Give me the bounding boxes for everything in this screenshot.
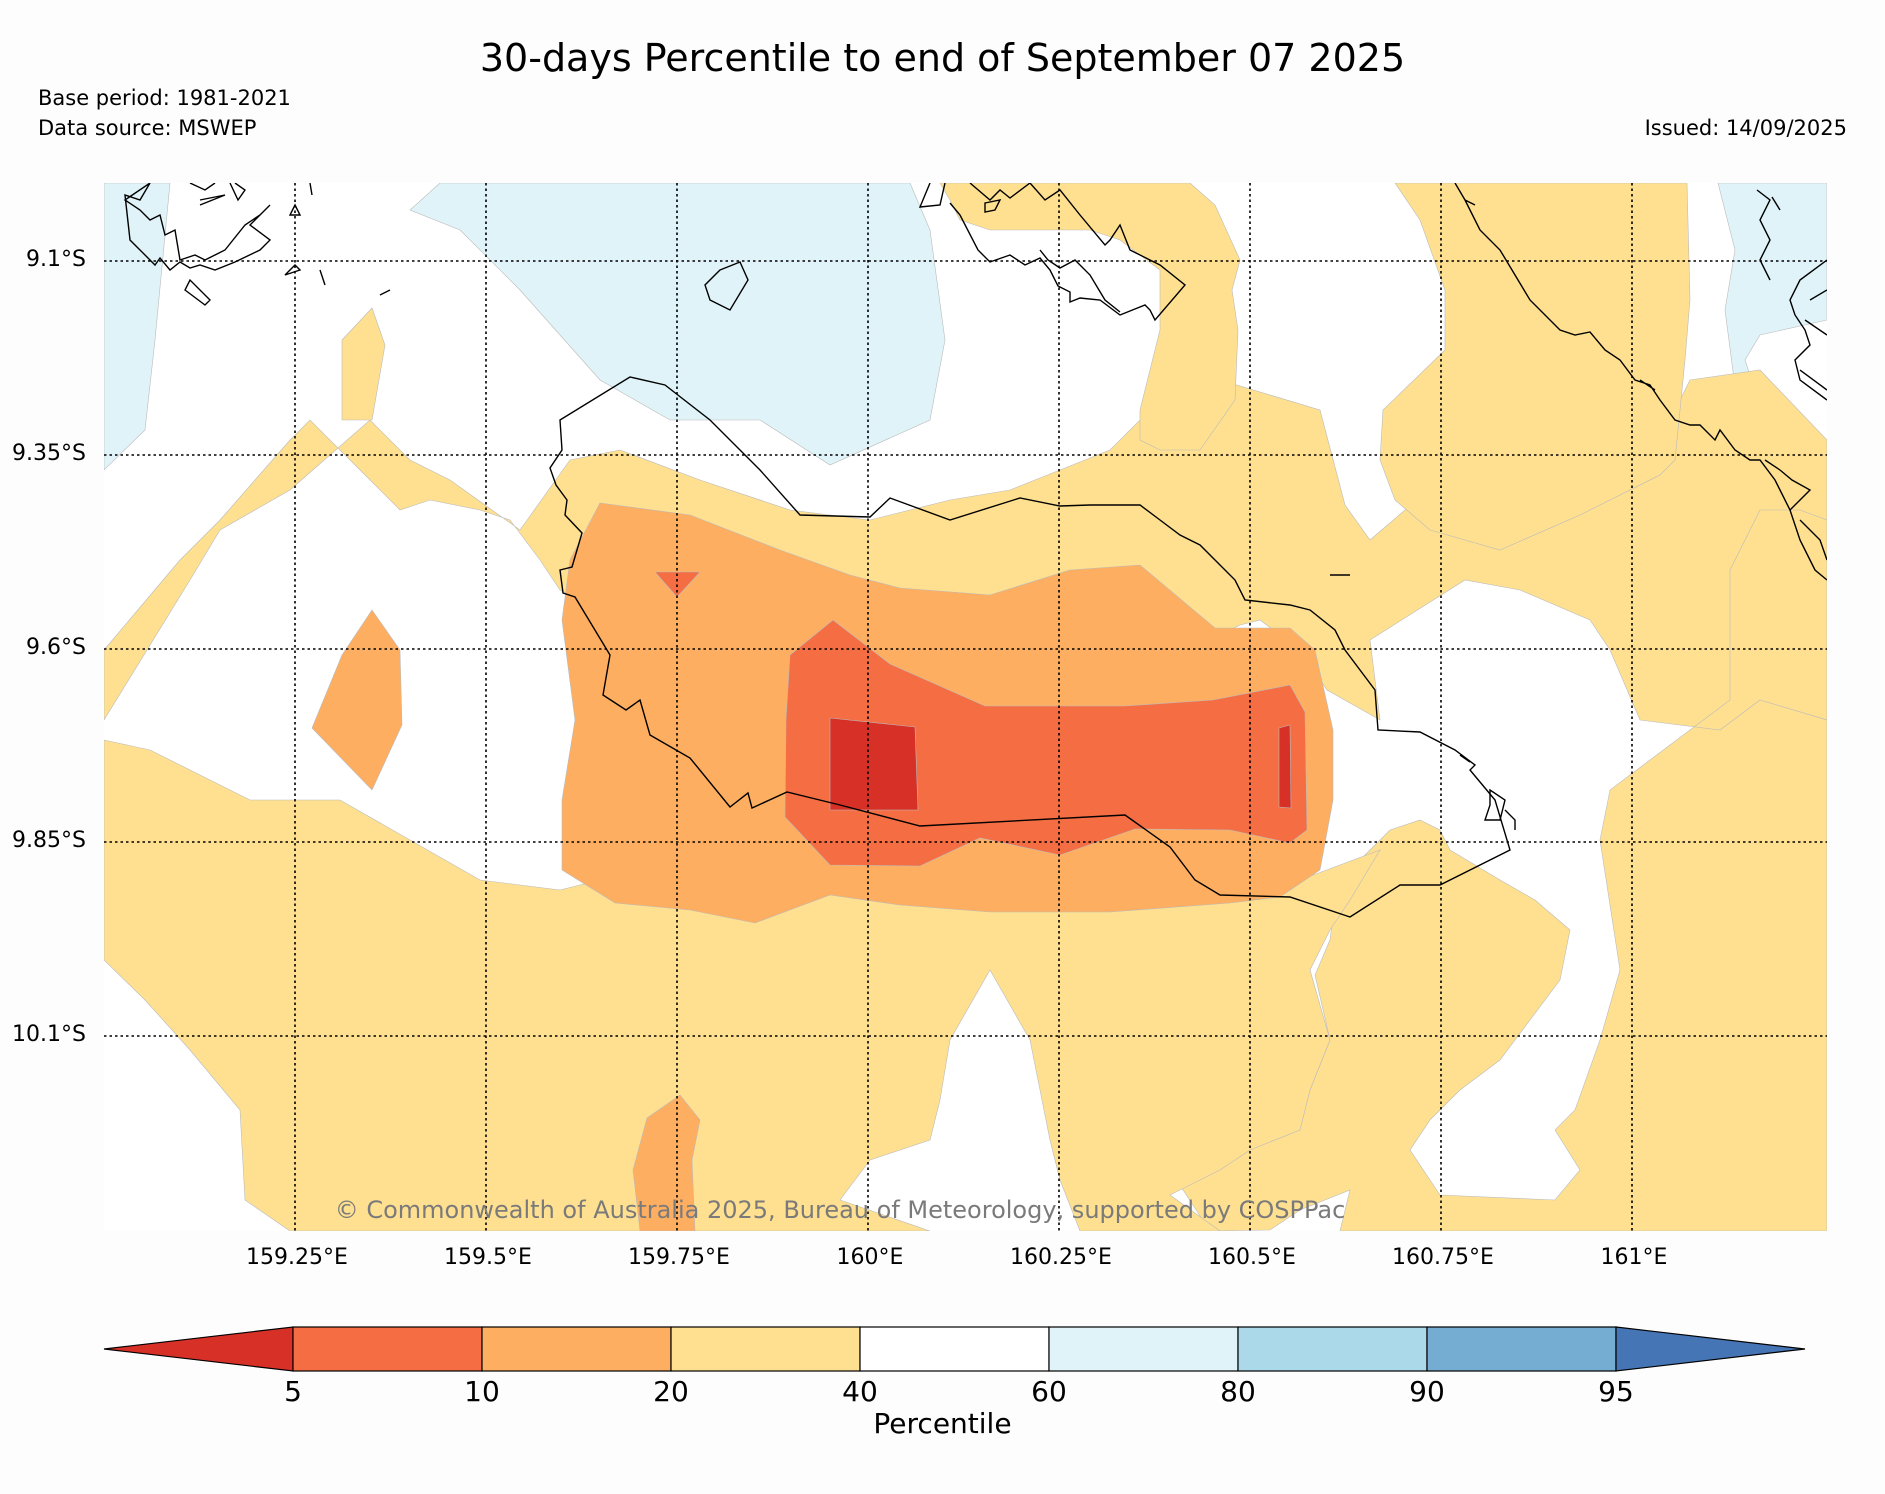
map-plot-area — [104, 183, 1827, 1231]
band-lt5-right — [1278, 724, 1292, 809]
coast-florida-islands — [918, 183, 1187, 322]
copyright-notice: © Commonwealth of Australia 2025, Bureau… — [334, 1196, 1346, 1224]
colorbar-tick-60: 60 — [1031, 1375, 1067, 1408]
band-60-80-topleft — [104, 183, 171, 471]
lat-label-10-1: 10.1°S — [12, 1022, 86, 1047]
base-period-note: Base period: 1981-2021 — [38, 86, 291, 110]
coast-bird-point — [1330, 574, 1516, 830]
band-20-40-upper-left-spike — [341, 307, 386, 421]
colorbar-10-20 — [481, 1326, 672, 1372]
band-20-40-top-right — [1379, 183, 1691, 551]
data-source-note: Data source: MSWEP — [38, 116, 257, 140]
coast-malaita-right — [1756, 189, 1827, 401]
coast-santa-isabel — [123, 183, 391, 306]
colorbar-extend-high — [1615, 1326, 1806, 1372]
colorbar-tick-5: 5 — [284, 1375, 302, 1408]
lon-label-160-5: 160.5°E — [1208, 1245, 1296, 1270]
lon-label-161: 161°E — [1600, 1245, 1668, 1270]
lon-label-160: 160°E — [836, 1245, 904, 1270]
colorbar-60-80 — [1048, 1326, 1239, 1372]
colorbar-title: Percentile — [873, 1407, 1012, 1440]
colorbar-80-90 — [1237, 1326, 1428, 1372]
lon-label-159-25: 159.25°E — [246, 1245, 348, 1270]
coastlines — [123, 183, 1827, 918]
graticule — [104, 183, 1827, 1231]
band-60-80-topcenter — [409, 183, 946, 466]
lon-label-159-5: 159.5°E — [444, 1245, 532, 1270]
coast-guadalcanal — [549, 376, 1511, 918]
lat-label-9-1: 9.1°S — [26, 247, 86, 272]
colorbar-tick-20: 20 — [653, 1375, 689, 1408]
colorbar-tick-95: 95 — [1598, 1375, 1634, 1408]
map-title: 30-days Percentile to end of September 0… — [479, 36, 1406, 80]
colorbar-tick-40: 40 — [842, 1375, 878, 1408]
colorbar-extend-low — [103, 1326, 294, 1372]
colorbar-tick-80: 80 — [1220, 1375, 1256, 1408]
colorbar-90-95 — [1426, 1326, 1617, 1372]
coast-small-island-north — [704, 261, 749, 311]
lon-label-160-75: 160.75°E — [1392, 1245, 1494, 1270]
colorbar-5-10 — [292, 1326, 483, 1372]
lat-label-9-6: 9.6°S — [26, 635, 86, 660]
band-lt5-center — [829, 717, 919, 811]
colorbar-tick-90: 90 — [1409, 1375, 1445, 1408]
colorbar — [103, 1326, 1806, 1372]
band-10-20-bottom — [632, 1094, 701, 1231]
lat-label-9-35: 9.35°S — [12, 441, 86, 466]
coast-lower-right — [1764, 459, 1827, 561]
coast-malaita — [1454, 183, 1827, 581]
band-20-40-top-center — [939, 183, 1241, 451]
colorbar-40-60 — [859, 1326, 1050, 1372]
colorbar-tick-10: 10 — [464, 1375, 500, 1408]
lon-label-159-75: 159.75°E — [628, 1245, 730, 1270]
lat-label-9-85: 9.85°S — [12, 828, 86, 853]
colorbar-20-40 — [670, 1326, 861, 1372]
band-10-20-left-diamond — [311, 609, 403, 791]
issued-date: Issued: 14/09/2025 — [1644, 116, 1847, 140]
lon-label-160-25: 160.25°E — [1010, 1245, 1112, 1270]
